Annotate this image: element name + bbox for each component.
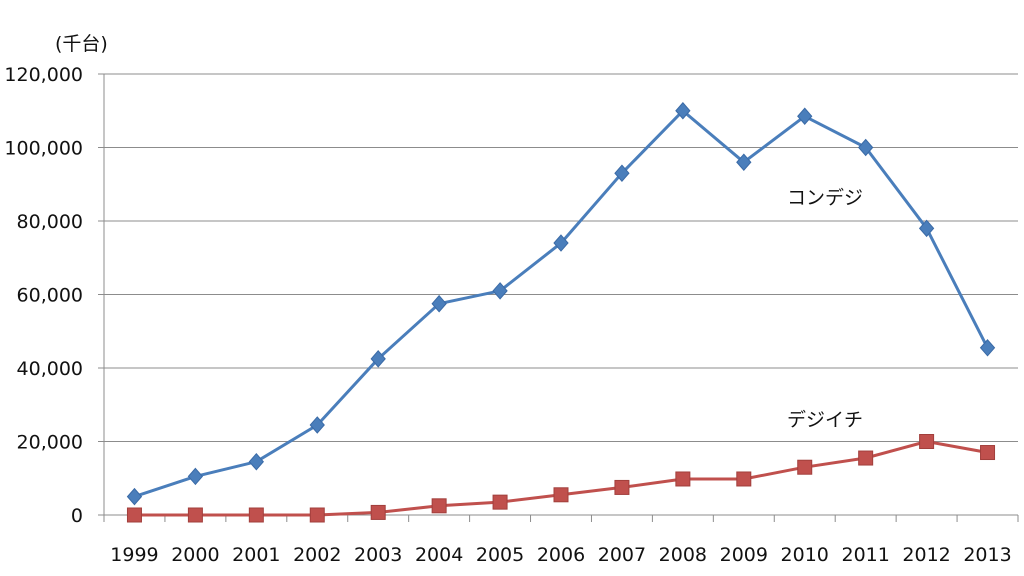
x-tick-label: 2006 xyxy=(537,544,585,566)
data-point-diamond xyxy=(431,294,447,313)
series-group xyxy=(126,101,996,523)
data-point-diamond xyxy=(492,282,508,300)
data-point-square xyxy=(736,471,752,487)
x-tick-label: 2002 xyxy=(293,544,341,566)
data-point-square xyxy=(919,434,935,449)
data-point-square xyxy=(431,498,447,514)
x-tick-label: 2005 xyxy=(476,544,524,566)
data-point-diamond xyxy=(187,467,204,486)
series-label-compact: コンデジ xyxy=(787,187,863,209)
y-tick-label: 100,000 xyxy=(4,138,83,160)
data-point-diamond xyxy=(370,350,386,368)
x-tick-label: 2001 xyxy=(232,544,280,566)
data-point-diamond xyxy=(126,487,143,506)
data-point-square xyxy=(126,507,142,523)
data-point-diamond xyxy=(248,452,264,471)
y-tick-label: 0 xyxy=(71,505,83,527)
data-point-square xyxy=(370,504,386,520)
data-point-square xyxy=(980,445,996,461)
data-point-square xyxy=(248,507,264,523)
data-point-diamond xyxy=(797,107,813,126)
data-point-square xyxy=(797,459,813,475)
y-tick-label: 120,000 xyxy=(4,64,83,86)
x-tick-label: 2012 xyxy=(902,544,950,566)
data-point-diamond xyxy=(858,138,874,157)
data-point-diamond xyxy=(979,339,996,357)
series-label-dslr: デジイチ xyxy=(787,409,863,431)
x-tick-label: 2004 xyxy=(415,544,463,566)
y-tick-label: 40,000 xyxy=(17,358,83,380)
data-point-square xyxy=(675,471,691,487)
data-point-square xyxy=(858,450,874,466)
x-tick-label: 2013 xyxy=(963,544,1011,566)
data-point-square xyxy=(309,507,325,523)
x-tick-label: 2010 xyxy=(781,544,829,566)
data-point-diamond xyxy=(309,416,325,434)
x-tick-label: 2007 xyxy=(598,544,646,566)
data-point-diamond xyxy=(614,164,630,182)
gridlines xyxy=(104,73,1018,442)
x-tick-label: 2000 xyxy=(171,544,219,566)
x-tick-label: 2011 xyxy=(841,544,889,566)
y-unit-label: (千台) xyxy=(55,33,108,55)
data-point-square xyxy=(187,507,203,523)
data-point-square xyxy=(553,487,569,503)
x-tick-label: 2003 xyxy=(354,544,402,566)
data-point-diamond xyxy=(553,234,569,252)
y-tick-label: 20,000 xyxy=(17,432,83,454)
labels: (千台) コンデジ デジイチ 0 20,000 40,000 60,000 80,000… xyxy=(4,33,1011,566)
data-point-diamond xyxy=(675,101,691,120)
y-tick-label: 60,000 xyxy=(17,285,83,307)
data-point-square xyxy=(492,494,508,510)
x-tick-label: 1999 xyxy=(110,544,158,566)
data-point-diamond xyxy=(918,219,935,238)
x-tick-label: 2009 xyxy=(720,544,768,566)
x-tick-label: 2008 xyxy=(659,544,707,566)
series-line-compact xyxy=(134,109,989,499)
data-point-square xyxy=(614,479,630,495)
y-tick-label: 80,000 xyxy=(17,211,83,233)
data-point-diamond xyxy=(736,153,752,171)
